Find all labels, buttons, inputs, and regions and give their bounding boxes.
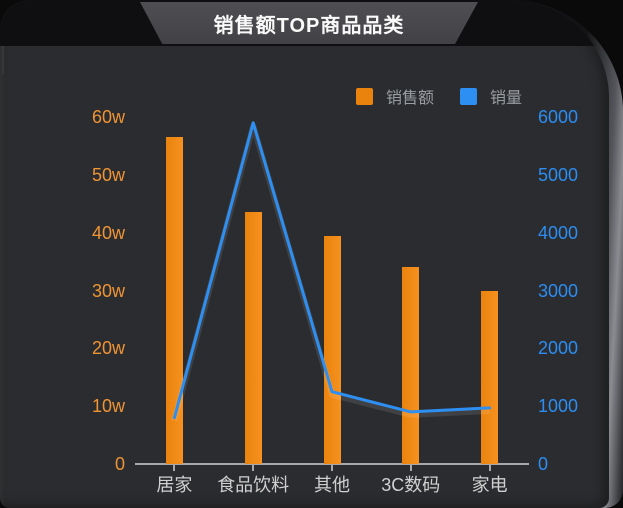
x-axis-category-label: 其他 bbox=[314, 475, 350, 495]
legend-item-sales-amount[interactable]: 销售额 bbox=[356, 84, 434, 108]
chart-legend: 销售额 销量 bbox=[356, 84, 522, 108]
right-axis-tick-label: 4000 bbox=[538, 222, 579, 243]
x-axis-tick bbox=[409, 465, 412, 471]
left-axis-tick-label: 40w bbox=[91, 222, 125, 243]
left-axis-tick-label: 20w bbox=[91, 338, 125, 359]
sales-volume-line[interactable] bbox=[135, 117, 529, 464]
right-axis-tick-label: 6000 bbox=[538, 107, 579, 127]
left-axis-tick-label: 50w bbox=[91, 164, 125, 185]
x-axis-tick bbox=[173, 465, 176, 471]
x-axis-category-label: 居家 bbox=[156, 475, 193, 495]
legend-item-sales-volume[interactable]: 销量 bbox=[460, 84, 522, 108]
x-axis-category-label: 3C数码 bbox=[381, 475, 441, 495]
right-axis-tick-label: 1000 bbox=[538, 396, 579, 417]
legend-swatch-orange bbox=[356, 87, 373, 105]
chart-area: 0 10w 20w 30w 40w 50w 60w 0 1000 2000 3000 4000 5000… bbox=[91, 107, 579, 495]
x-axis-tick bbox=[252, 465, 255, 471]
legend-label: 销售额 bbox=[386, 90, 435, 107]
left-axis-tick-label: 60w bbox=[91, 107, 125, 127]
left-axis-tick-label: 10w bbox=[91, 396, 125, 417]
x-axis-line bbox=[135, 463, 529, 465]
right-axis-tick-label: 2000 bbox=[538, 338, 579, 359]
sales-bar[interactable] bbox=[481, 290, 499, 464]
title-banner: 销售额TOP商品品类 bbox=[140, 2, 478, 44]
sales-bar[interactable] bbox=[165, 137, 183, 464]
x-axis-tick bbox=[488, 465, 491, 471]
sales-bar[interactable] bbox=[402, 267, 420, 464]
x-axis-category-label: 食品饮料 bbox=[217, 475, 290, 495]
sales-bar[interactable] bbox=[244, 212, 262, 464]
x-axis-tick bbox=[331, 465, 333, 471]
chart-card: 销售额TOP商品品类 销售额 销量 0 10w 20w 30w 40w 50w 60w 0 100… bbox=[0, 0, 609, 508]
right-axis-tick-label: 5000 bbox=[538, 164, 579, 185]
right-axis-tick-label: 3000 bbox=[538, 280, 579, 301]
left-axis-tick-label: 30w bbox=[91, 280, 125, 301]
x-axis-category-label: 家电 bbox=[471, 475, 508, 495]
left-axis-tick-label: 0 bbox=[114, 454, 125, 474]
page-title: 销售额TOP商品品类 bbox=[213, 14, 405, 37]
right-axis-tick-label: 0 bbox=[538, 454, 549, 474]
sales-bar[interactable] bbox=[323, 235, 341, 464]
legend-swatch-blue bbox=[460, 87, 478, 105]
legend-label: 销量 bbox=[490, 90, 523, 107]
